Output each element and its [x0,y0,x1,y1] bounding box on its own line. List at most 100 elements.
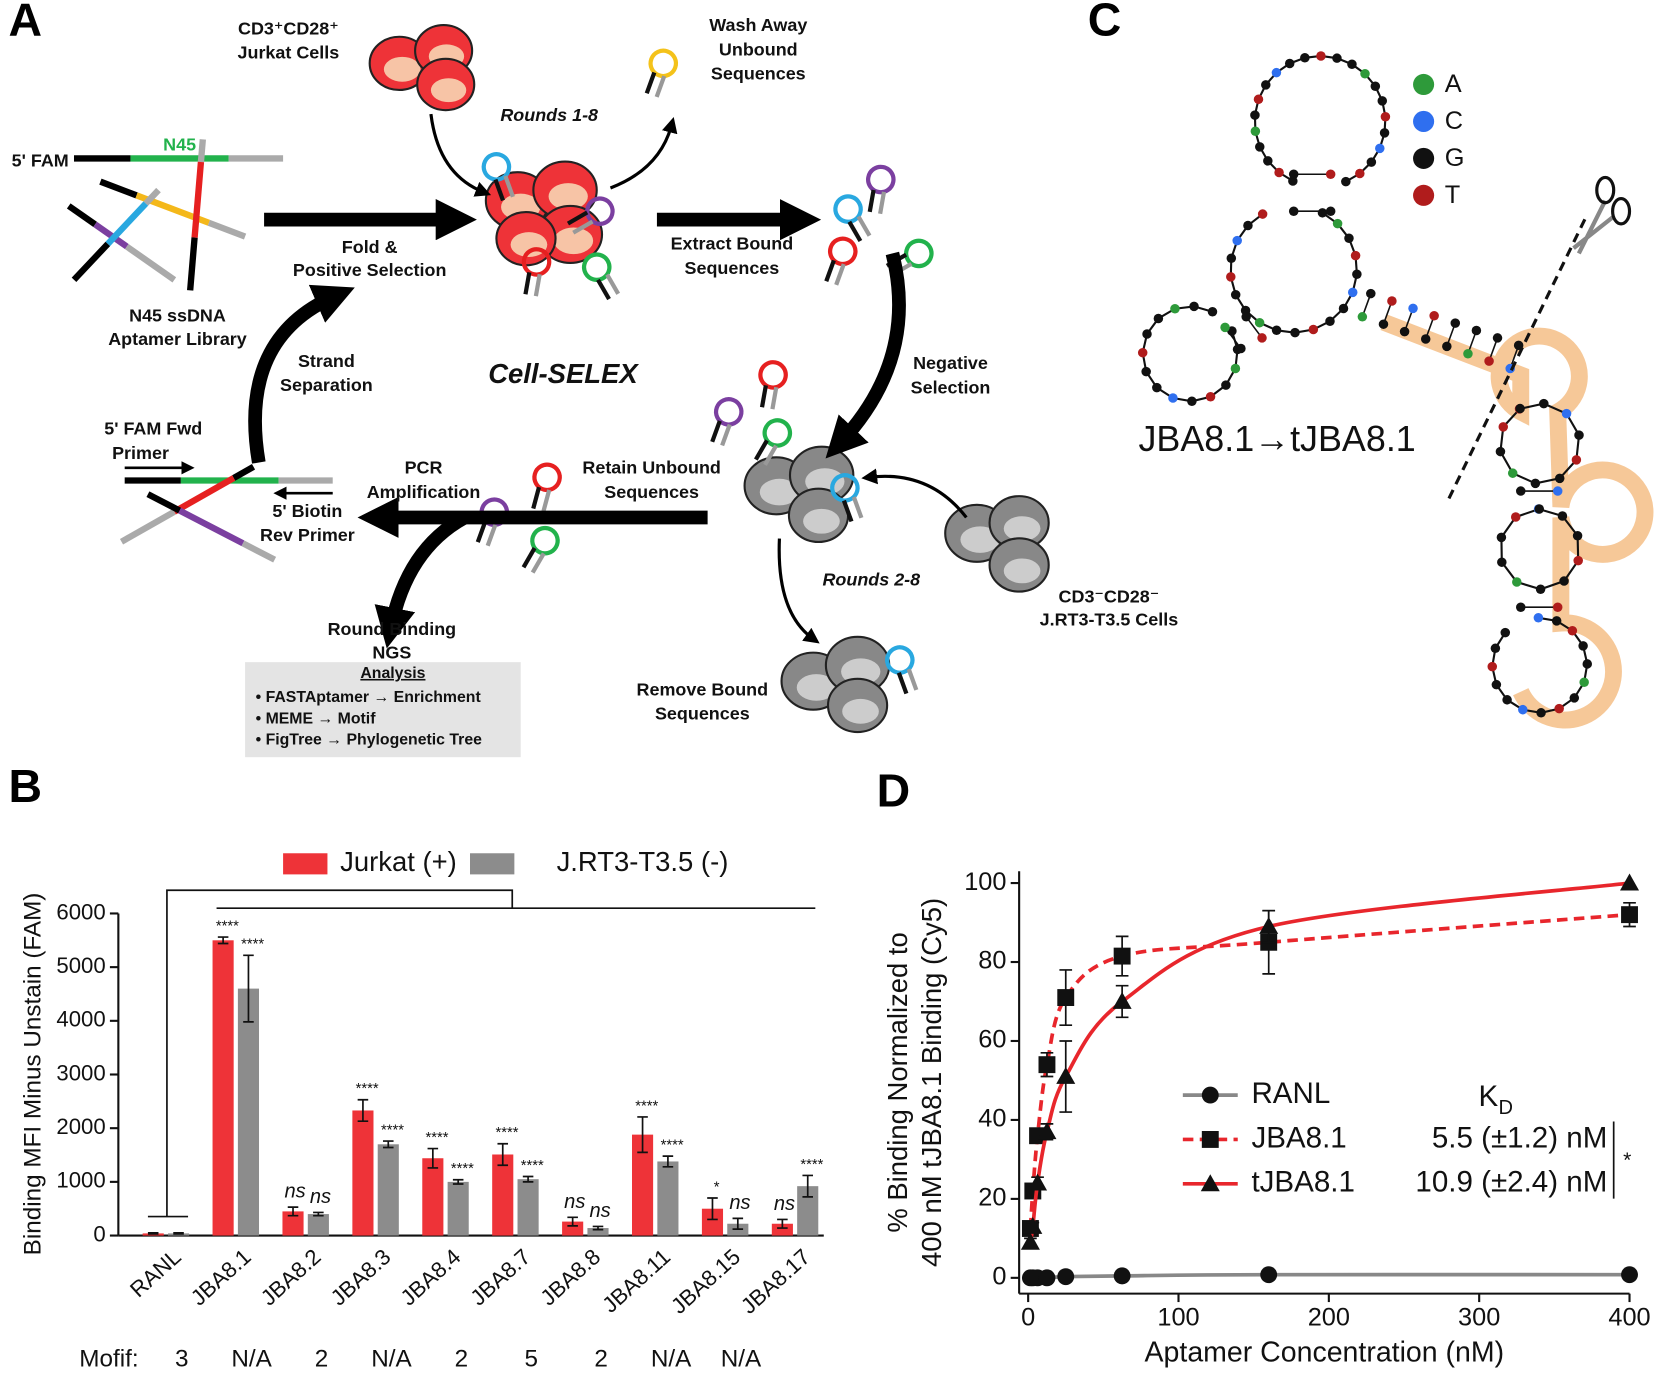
significance: **** [241,937,264,953]
aptamer [754,418,793,466]
nucleotide [1539,398,1549,409]
scissors [1595,175,1616,205]
aptamer-loop [830,473,860,503]
label: J.RT3-T3.5 Cells [1040,610,1179,630]
bar [771,1223,793,1236]
aptamer [824,236,858,286]
label: PCR [405,458,443,478]
nucleotide [1141,366,1151,377]
process-arrow [429,113,492,197]
aptamer-stem [521,547,537,569]
error-bar [287,1206,299,1217]
point [1057,1268,1075,1286]
nucleotide [1316,51,1326,61]
dna-strand [71,241,111,283]
legend-label: Jurkat (+) [340,846,457,877]
nucleotide [1220,322,1230,333]
aptamer-loop [904,238,934,269]
nucleotide [1420,334,1431,344]
significance: **** [495,1125,518,1141]
dna-strand [143,187,161,206]
legend-marker [1201,1086,1219,1104]
error-bar [243,954,254,1023]
nucleotide [1578,641,1588,651]
aptamer-loop [521,247,552,277]
nucleotide [1254,317,1265,328]
nucleotide [1498,422,1509,432]
nucleotide [1255,142,1265,152]
legend-swatch [283,853,328,875]
nucleotide [1230,363,1241,374]
label: Jurkat Cells [238,43,340,63]
label: NGS [372,642,411,662]
dna-strand [146,491,182,514]
x-tick-label: RANL [125,1244,186,1302]
label: Rev Primer [260,525,355,545]
nucleotide [1574,430,1584,440]
nucleotide [1226,272,1236,282]
nucleotide [1205,391,1216,402]
aptamer-stem [530,552,546,574]
label: JBA8.1→tJBA8.1 [1138,419,1415,459]
nucleotide [1559,576,1569,586]
nucleotide [1512,577,1522,587]
motif: 3 [175,1346,189,1373]
error-bar [147,1232,159,1235]
aptamer-loop [713,397,744,427]
bar [422,1158,444,1236]
process-arrow [609,116,678,190]
significance: **** [356,1081,379,1097]
bar [797,1186,819,1236]
nucleotide [1515,403,1525,414]
y-tick-label: 2000 [56,1114,105,1139]
aptamer [521,525,560,574]
aptamer-stem [572,219,594,235]
legend-label: A [1445,70,1462,98]
aptamer-stem [878,191,887,215]
truncation-highlight [1380,314,1654,729]
panel-label: A [9,0,43,45]
nucleotide [1236,343,1246,354]
y-tick-label: 40 [978,1105,1006,1133]
kd-value: 10.9 (±2.4) nM [1415,1166,1607,1199]
nucleotide [1271,67,1282,78]
significance: **** [635,1098,658,1114]
nucleotide [1207,307,1218,317]
nucleotide [1463,349,1473,359]
nucleotide [1338,303,1349,314]
x-axis-label: Aptamer Concentration (nM) [1145,1336,1505,1368]
aptamer-loop [581,252,612,282]
bar [377,1144,399,1236]
point [1201,1086,1219,1104]
aptamer [866,164,896,215]
x-tick-label: 200 [1308,1304,1350,1332]
point [1200,1174,1220,1192]
nucleotide [1518,704,1528,715]
nucleotide [1497,557,1507,567]
bar [657,1161,679,1236]
legend-label: C [1445,107,1463,135]
label: CD3⁺CD28⁺ [238,18,339,38]
legend-swatch [1413,184,1435,206]
bar [212,940,234,1236]
error-bar [662,1155,674,1168]
bar [282,1211,304,1236]
error-bar [497,1142,509,1167]
error-bar [592,1225,604,1231]
aptamer [833,194,872,243]
label: Sequences [711,64,806,84]
label: Aptamer Library [108,329,247,349]
dna-strand [93,221,129,250]
significance: ns [590,1200,611,1222]
process-arrow [825,251,906,459]
dna-strand [119,508,176,545]
y-axis-label: Binding MFI Minus Unstain (FAM) [19,893,46,1256]
y-tick-label: 0 [992,1263,1006,1291]
aptamer [566,196,615,235]
bar [352,1110,374,1236]
nucleotide [1355,168,1365,179]
aptamer [830,473,864,523]
point [1028,1173,1048,1191]
point [1037,1122,1057,1140]
nucleotide [1284,58,1295,69]
